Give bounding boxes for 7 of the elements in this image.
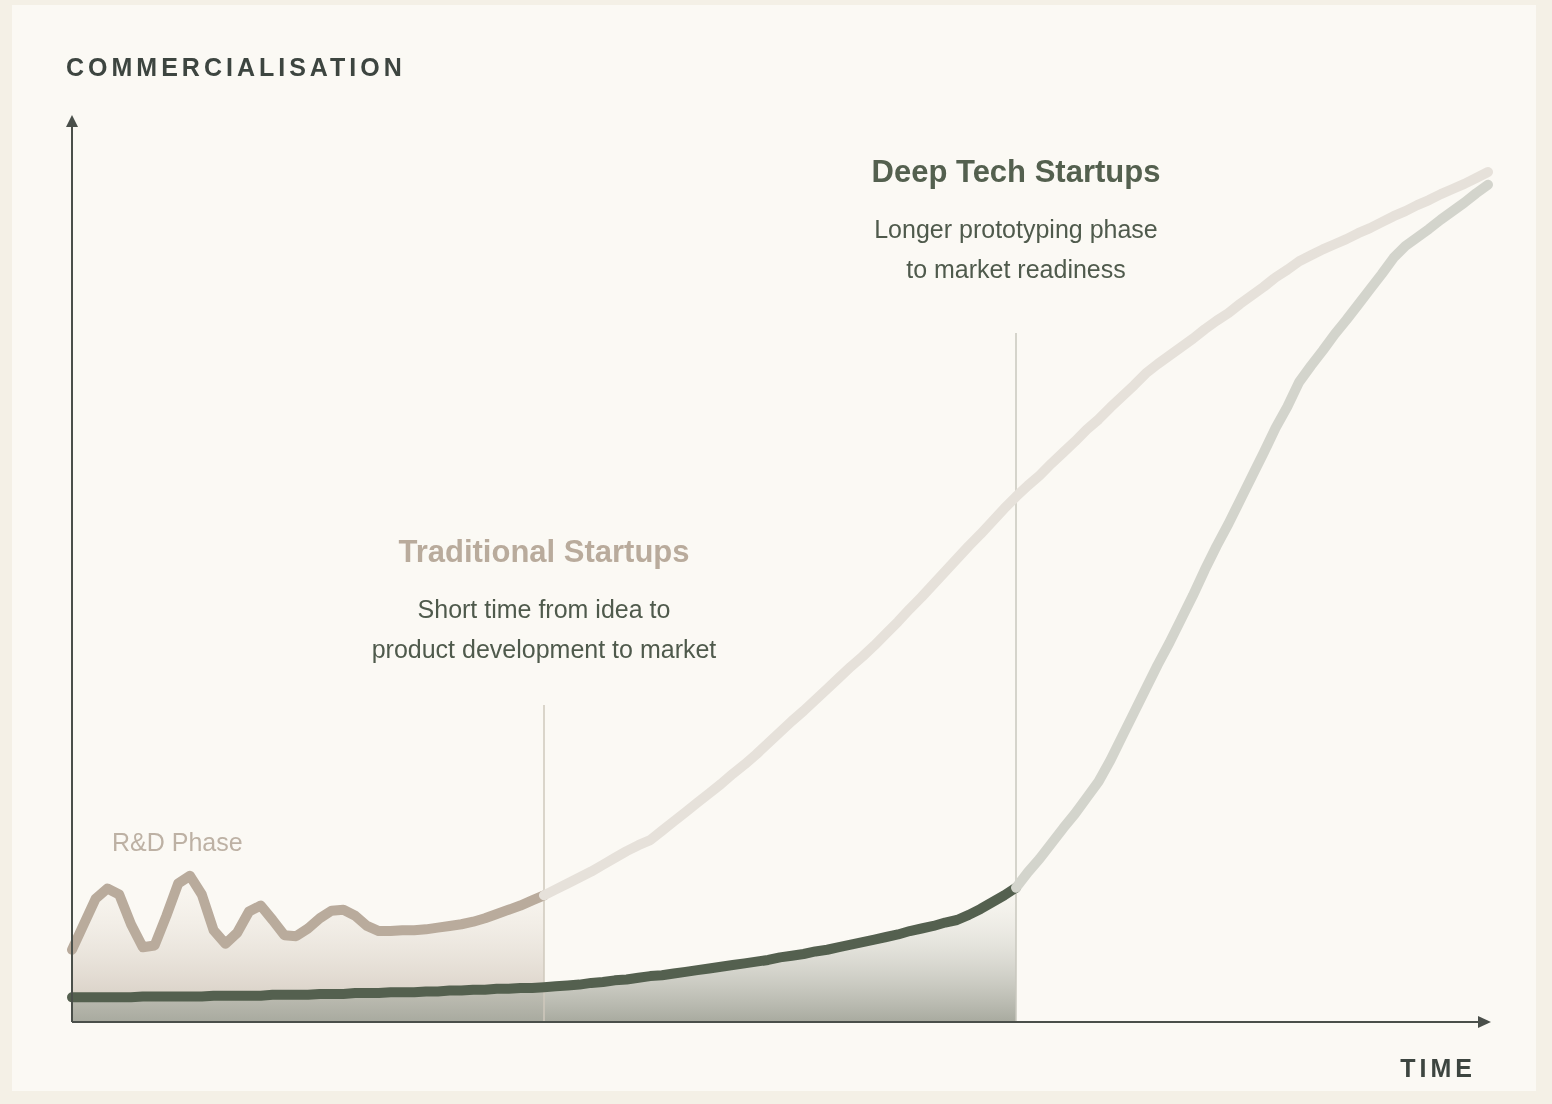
y-axis-title: COMMERCIALISATION: [66, 53, 406, 81]
x-axis-title: TIME: [1400, 1054, 1476, 1082]
annotation: Longer prototyping phase to market readiness: [874, 215, 1158, 283]
annotation: Short time from idea to product development to market: [371, 595, 717, 663]
annotation: R&D Phase: [112, 828, 243, 856]
text: Traditional Startups: [398, 534, 690, 569]
text: Deep Tech Startups: [871, 154, 1161, 189]
